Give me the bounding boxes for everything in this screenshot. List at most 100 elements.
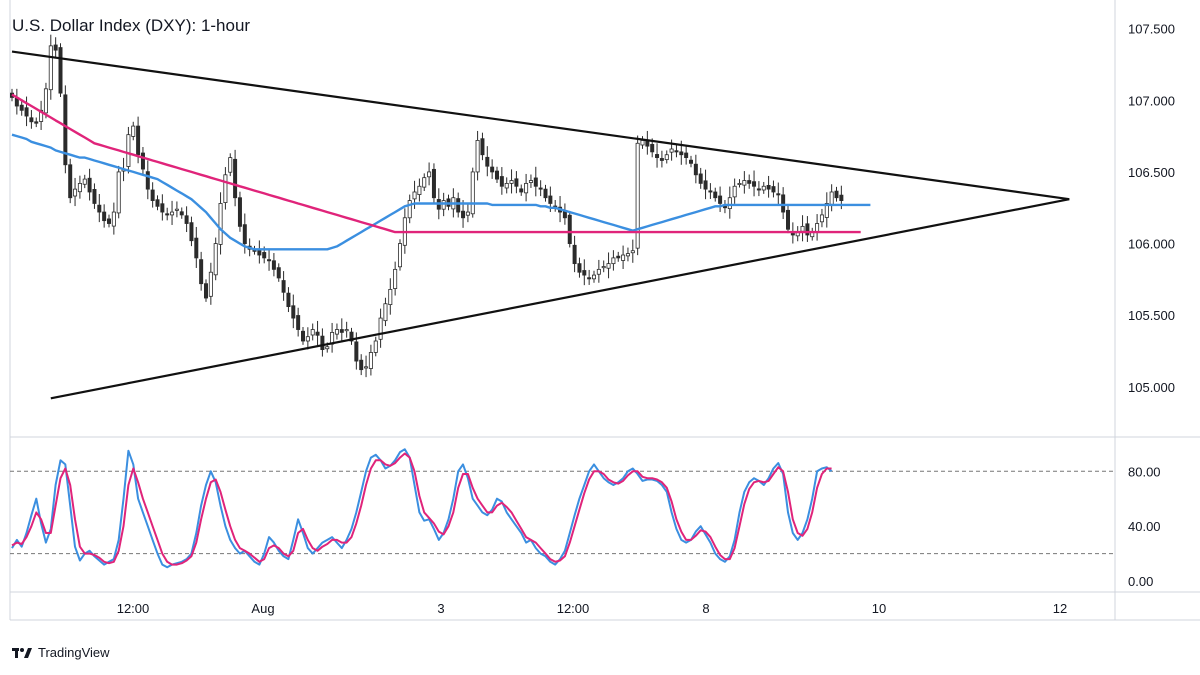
candle-body: [519, 188, 524, 193]
candle-body: [155, 199, 160, 207]
candle-body: [296, 315, 301, 330]
candle-body: [577, 263, 582, 273]
candle-body: [291, 305, 296, 319]
candle-body: [766, 185, 771, 190]
candle-body: [494, 170, 499, 180]
candle-body: [829, 191, 834, 205]
stochastic-oscillator: [10, 448, 1115, 569]
candle-body: [461, 210, 466, 219]
candle-body: [58, 47, 63, 94]
triangle-trendlines: [11, 50, 1070, 400]
candle-body: [596, 268, 601, 275]
candle-body: [150, 189, 155, 201]
candle-body: [87, 177, 92, 193]
candle-body: [373, 340, 378, 353]
candle-body: [368, 352, 373, 369]
candle-body: [533, 177, 538, 187]
candle-body: [490, 166, 495, 173]
candle-body: [208, 271, 213, 297]
candle-body: [213, 243, 218, 276]
candle-body: [19, 104, 24, 111]
candle-body: [480, 138, 485, 156]
candle-body: [815, 223, 820, 233]
candle-body: [747, 180, 752, 184]
candle-body: [689, 159, 694, 164]
candle-body: [276, 267, 281, 279]
candle-body: [315, 331, 320, 336]
candle-body: [73, 188, 78, 197]
candle-body: [262, 252, 267, 259]
candle-body: [611, 257, 616, 265]
stochastic-k-line: [11, 448, 833, 569]
candle-body: [194, 237, 199, 259]
candle-body: [397, 243, 402, 268]
candle-body: [655, 154, 660, 159]
candle-body: [422, 177, 427, 188]
candle-body: [509, 180, 514, 184]
candle-body: [650, 144, 655, 153]
candle-body: [679, 151, 684, 156]
candle-body: [39, 109, 44, 122]
candle-body: [752, 181, 757, 187]
candle-body: [111, 211, 116, 227]
candle-body: [499, 176, 504, 187]
candle-body: [635, 142, 640, 249]
candle-body: [470, 171, 475, 215]
candle-body: [834, 190, 839, 199]
candle-body: [14, 97, 19, 107]
candle-body: [92, 189, 97, 204]
candle-body: [53, 44, 58, 51]
candle-body: [718, 195, 723, 204]
candle-body: [786, 209, 791, 230]
candle-body: [388, 289, 393, 306]
candle-body: [48, 45, 53, 91]
brand-name: TradingView: [38, 645, 110, 660]
candle-body: [625, 253, 630, 257]
candle-body: [417, 185, 422, 195]
candle-body: [116, 171, 121, 214]
candle-body: [300, 330, 305, 342]
candle-body: [412, 191, 417, 200]
upper-trendline: [11, 50, 1070, 201]
candle-body: [203, 283, 208, 299]
candle-body: [68, 164, 73, 199]
candle-body: [839, 194, 844, 201]
candle-body: [528, 180, 533, 183]
candle-body: [29, 117, 34, 123]
time-tick-label: 8: [702, 601, 709, 616]
moving-average-blue: [11, 133, 871, 251]
candle-body: [504, 182, 509, 189]
candle-body: [684, 152, 689, 159]
tradingview-logo-icon: [12, 647, 32, 658]
candle-body: [359, 359, 364, 371]
candle-body: [223, 174, 228, 203]
price-tick-label: 105.000: [1128, 380, 1175, 395]
candle-body: [383, 303, 388, 322]
candle-body: [43, 88, 48, 114]
candle-body: [630, 250, 635, 254]
candle-body: [145, 171, 150, 190]
candle-body: [237, 197, 242, 227]
candle-body: [800, 225, 805, 232]
candle-body: [538, 187, 543, 190]
candle-body: [727, 197, 732, 210]
candle-body: [305, 336, 310, 342]
stochastic-tick-label: 40.00: [1128, 519, 1161, 534]
candle-body: [572, 244, 577, 265]
candle-body: [708, 190, 713, 193]
candle-body: [82, 178, 87, 185]
price-tick-label: 107.000: [1128, 93, 1175, 108]
candle-body: [339, 329, 344, 333]
candle-body: [713, 191, 718, 199]
stochastic-d-line: [11, 452, 832, 566]
stochastic-tick-label: 0.00: [1128, 574, 1153, 589]
candle-body: [286, 292, 291, 308]
candle-body: [485, 156, 490, 167]
candle-body: [693, 163, 698, 176]
candle-body: [781, 194, 786, 213]
moving-average-lines: [11, 93, 871, 251]
candle-body: [732, 185, 737, 198]
candle-body: [126, 134, 131, 167]
candle-body: [669, 148, 674, 153]
